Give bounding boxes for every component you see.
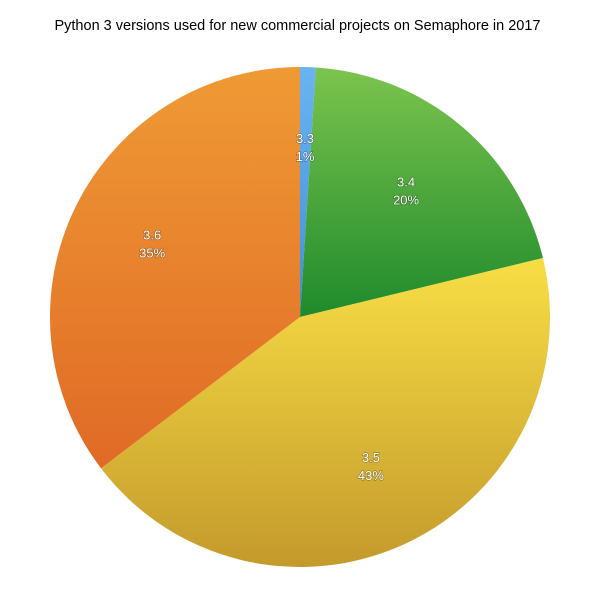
slice-label-3.3: 3.3 [296,131,314,146]
slice-value-label-3.5: 43% [358,468,384,483]
pie-slices [50,66,550,567]
pie-slice-3.6 [50,67,300,469]
pie-labels: 3.3 1% 3.4 20% 3.5 43% 3.6 35% [139,130,421,483]
slice-label-3.4: 3.4 [397,175,415,190]
slice-label-3.6: 3.6 [143,228,161,243]
pie-slice-3.3 [300,66,316,317]
slice-value-label-3.4: 20% [393,193,419,208]
slice-value-label-3.6: 35% [139,246,165,261]
slice-value-label-3.3: 1% [296,149,315,164]
pie-slice-3.4 [300,67,543,317]
pie-slice-3.5 [101,258,550,567]
slice-label-3.5: 3.5 [362,450,380,465]
chart-title: Python 3 versions used for new commercia… [54,18,541,34]
